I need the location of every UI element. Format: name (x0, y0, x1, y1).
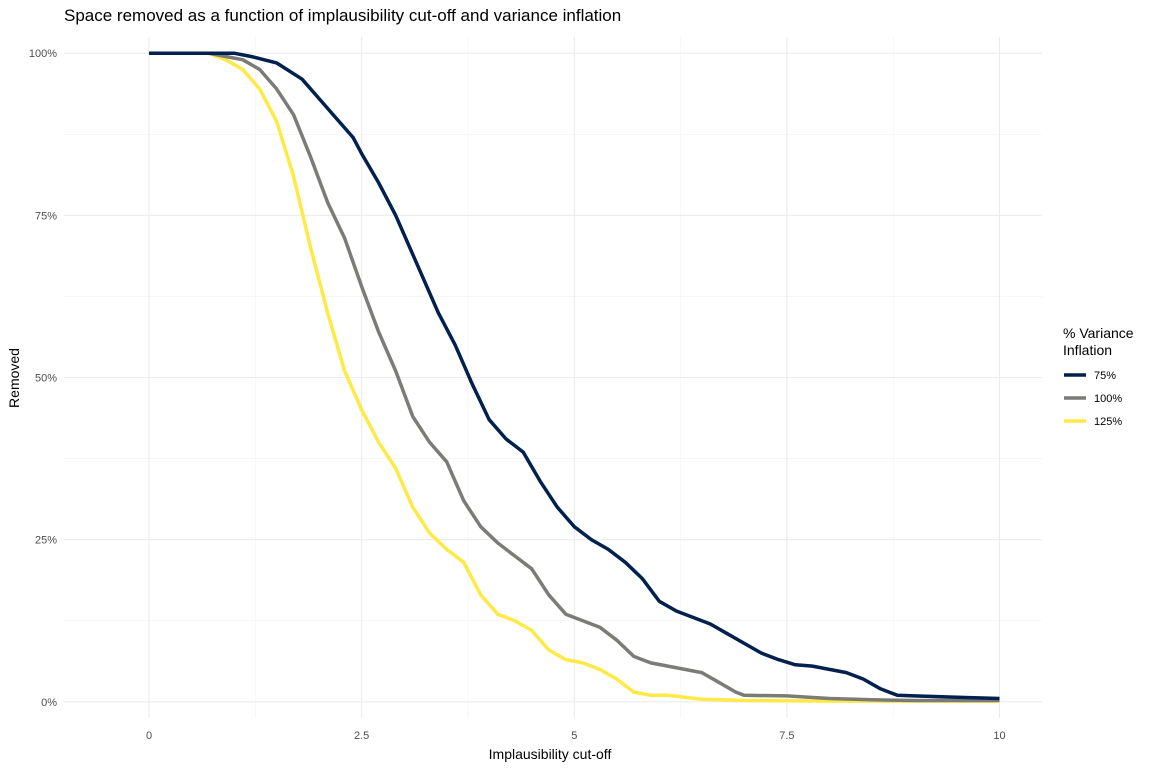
legend-label-100pct: 100% (1094, 393, 1122, 405)
legend-title-line2: Inflation (1063, 342, 1112, 358)
x-tick-label: 0 (146, 730, 152, 742)
legend: % Variance Inflation 75% 100% 125% (1063, 325, 1134, 428)
x-tick-label: 5 (571, 730, 577, 742)
legend-items: 75% 100% 125% (1064, 370, 1122, 428)
grid (64, 37, 1042, 718)
y-tick-label: 75% (35, 210, 57, 222)
legend-title-line1: % Variance (1063, 325, 1134, 341)
x-tick-label: 2.5 (354, 730, 369, 742)
tick-labels: 0 2.5 5 7.5 100%25%50%75%100% (29, 48, 1006, 742)
series-lines (149, 51, 1000, 703)
series-line-125pct (149, 51, 1000, 703)
y-tick-label: 50% (35, 373, 57, 385)
y-tick-label: 25% (35, 535, 57, 547)
legend-label-125pct: 125% (1094, 416, 1122, 428)
x-tick-label: 10 (993, 730, 1005, 742)
series-line-100pct (149, 51, 1000, 703)
legend-label-75pct: 75% (1094, 370, 1116, 382)
x-axis-title: Implausibility cut-off (489, 746, 612, 762)
y-tick-label: 0% (41, 697, 57, 709)
y-axis-title: Removed (6, 348, 22, 408)
y-tick-label: 100% (29, 48, 57, 60)
chart-title: Space removed as a function of implausib… (64, 6, 622, 25)
series-line-75pct (149, 51, 1000, 701)
x-tick-label: 7.5 (779, 730, 794, 742)
